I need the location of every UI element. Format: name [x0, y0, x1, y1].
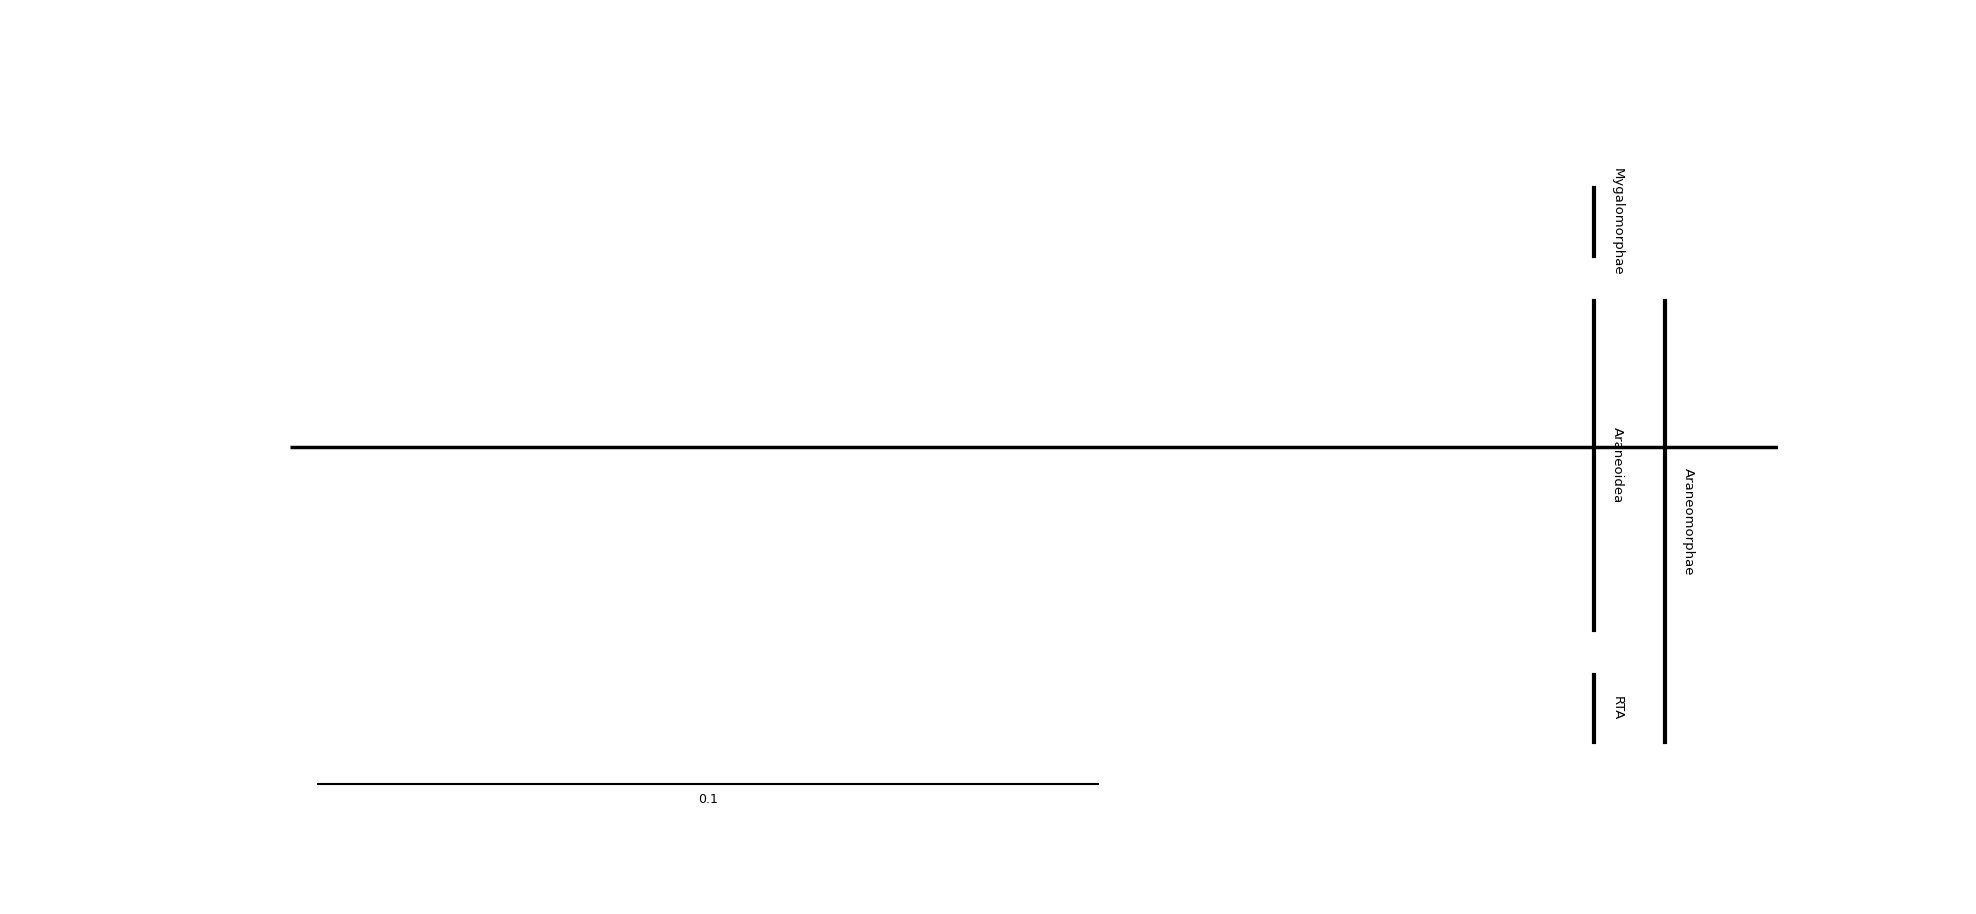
Text: RTA: RTA [1610, 696, 1624, 721]
Text: Araneomorphae: Araneomorphae [1682, 468, 1695, 575]
Text: Mygalomorphae: Mygalomorphae [1610, 168, 1624, 276]
Text: 0.1: 0.1 [698, 792, 717, 806]
Text: Araneoidea: Araneoidea [1610, 427, 1624, 504]
